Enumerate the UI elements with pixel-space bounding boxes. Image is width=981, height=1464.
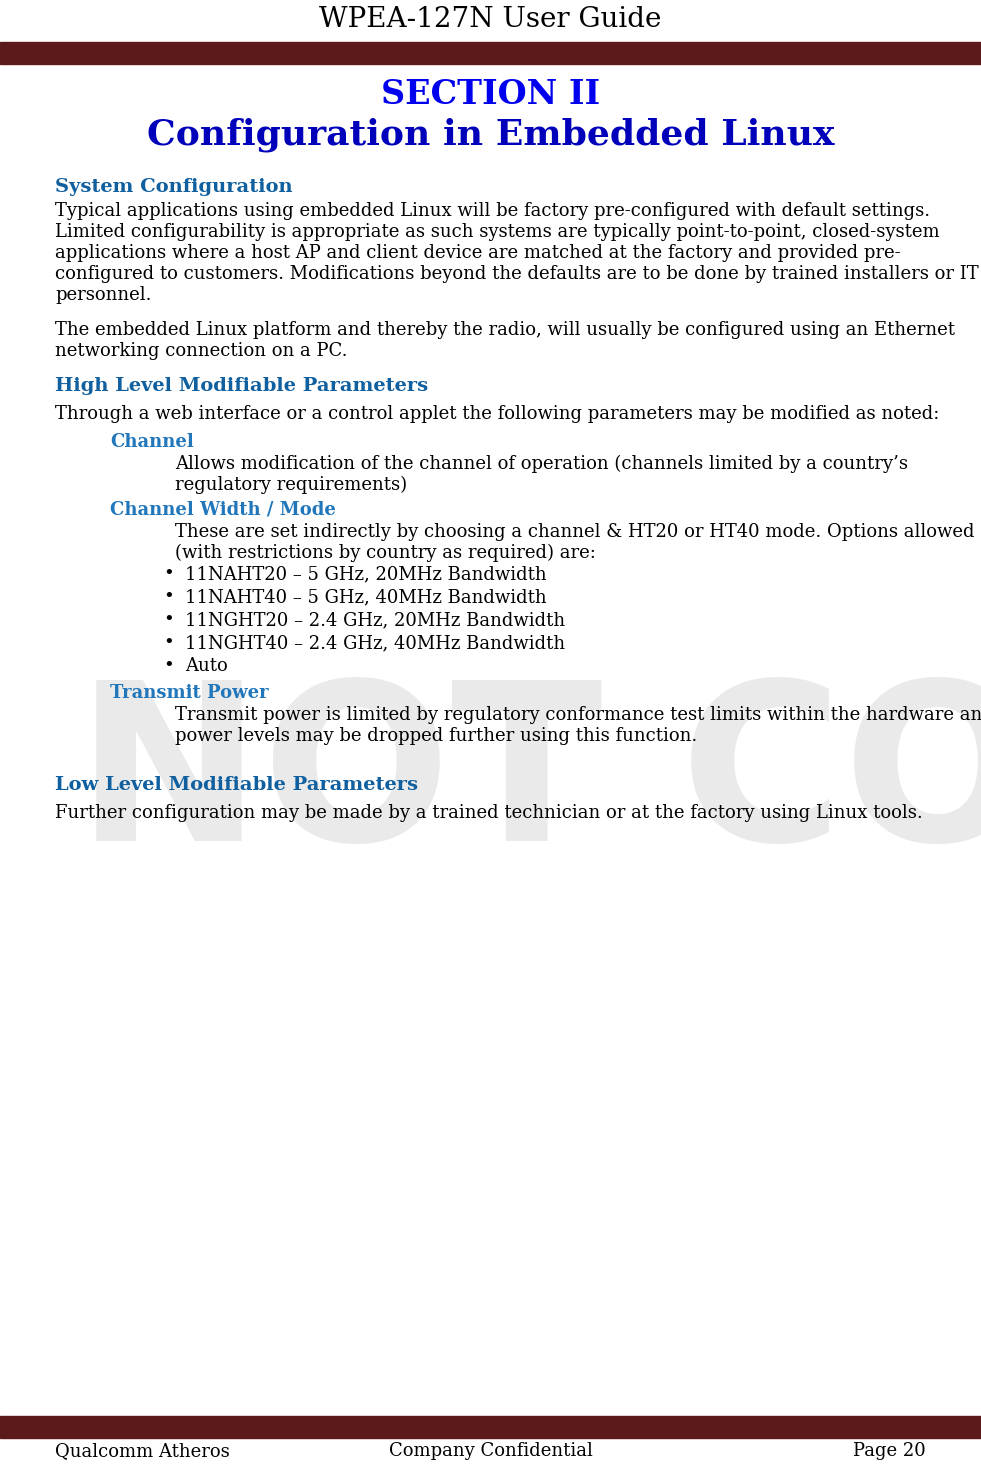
Text: WPEA-127N User Guide: WPEA-127N User Guide: [319, 6, 662, 34]
Text: •: •: [163, 589, 174, 606]
Text: Limited configurability is appropriate as such systems are typically point-to-po: Limited configurability is appropriate a…: [55, 223, 940, 242]
Bar: [0, 1416, 981, 1435]
Text: networking connection on a PC.: networking connection on a PC.: [55, 343, 347, 360]
Text: power levels may be dropped further using this function.: power levels may be dropped further usin…: [175, 728, 697, 745]
Text: Transmit power is limited by regulatory conformance test limits within the hardw: Transmit power is limited by regulatory …: [175, 706, 981, 725]
Text: Allows modification of the channel of operation (channels limited by a country’s: Allows modification of the channel of op…: [175, 455, 908, 473]
Text: Channel Width / Mode: Channel Width / Mode: [110, 501, 336, 520]
Text: Company Confidential: Company Confidential: [388, 1442, 593, 1460]
Bar: [0, 45, 981, 64]
Text: Auto: Auto: [185, 657, 228, 675]
Text: Low Level Modifiable Parameters: Low Level Modifiable Parameters: [55, 776, 418, 793]
Text: Transmit Power: Transmit Power: [110, 684, 269, 703]
Text: 11NGHT20 – 2.4 GHz, 20MHz Bandwidth: 11NGHT20 – 2.4 GHz, 20MHz Bandwidth: [185, 610, 565, 630]
Text: 11NGHT40 – 2.4 GHz, 40MHz Bandwidth: 11NGHT40 – 2.4 GHz, 40MHz Bandwidth: [185, 634, 565, 651]
Text: •: •: [163, 634, 174, 651]
Text: (with restrictions by country as required) are:: (with restrictions by country as require…: [175, 545, 595, 562]
Text: applications where a host AP and client device are matched at the factory and pr: applications where a host AP and client …: [55, 244, 901, 262]
Text: SECTION II: SECTION II: [381, 78, 600, 111]
Text: Page 20: Page 20: [853, 1442, 926, 1460]
Text: DO NOT COPY: DO NOT COPY: [0, 673, 981, 887]
Text: Configuration in Embedded Linux: Configuration in Embedded Linux: [147, 119, 834, 152]
Text: Typical applications using embedded Linux will be factory pre-configured with de: Typical applications using embedded Linu…: [55, 202, 930, 220]
Bar: [0, 42, 981, 45]
Text: •: •: [163, 565, 174, 583]
Text: •: •: [163, 657, 174, 675]
Text: configured to customers. Modifications beyond the defaults are to be done by tra: configured to customers. Modifications b…: [55, 265, 979, 283]
Bar: [0, 1435, 981, 1438]
Text: Further configuration may be made by a trained technician or at the factory usin: Further configuration may be made by a t…: [55, 804, 923, 821]
Text: The embedded Linux platform and thereby the radio, will usually be configured us: The embedded Linux platform and thereby …: [55, 321, 955, 340]
Text: 11NAHT40 – 5 GHz, 40MHz Bandwidth: 11NAHT40 – 5 GHz, 40MHz Bandwidth: [185, 589, 546, 606]
Text: Qualcomm Atheros: Qualcomm Atheros: [55, 1442, 230, 1460]
Text: These are set indirectly by choosing a channel & HT20 or HT40 mode. Options allo: These are set indirectly by choosing a c…: [175, 523, 974, 542]
Text: Channel: Channel: [110, 433, 194, 451]
Text: •: •: [163, 610, 174, 630]
Text: Through a web interface or a control applet the following parameters may be modi: Through a web interface or a control app…: [55, 406, 940, 423]
Text: System Configuration: System Configuration: [55, 179, 292, 196]
Text: High Level Modifiable Parameters: High Level Modifiable Parameters: [55, 378, 428, 395]
Text: regulatory requirements): regulatory requirements): [175, 476, 407, 495]
Text: personnel.: personnel.: [55, 285, 151, 305]
Text: 11NAHT20 – 5 GHz, 20MHz Bandwidth: 11NAHT20 – 5 GHz, 20MHz Bandwidth: [185, 565, 546, 583]
